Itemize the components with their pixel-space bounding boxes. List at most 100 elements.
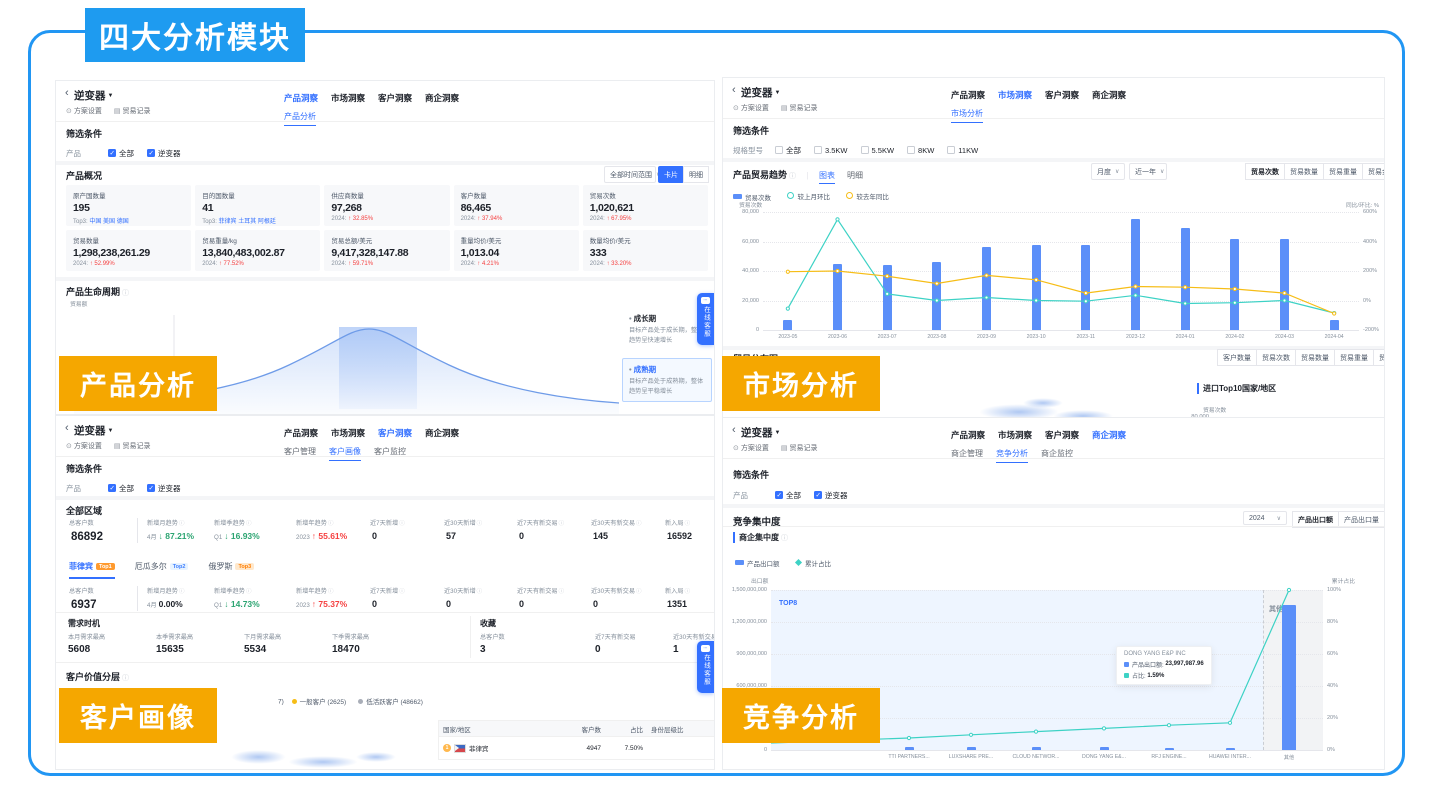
view-link[interactable]: 明细 <box>847 171 863 180</box>
toggle-button[interactable]: 卡片 <box>658 166 684 183</box>
table-header-cell: 身份层级比 <box>651 726 684 734</box>
trade-record-link[interactable]: ▤ 贸易记录 <box>113 443 151 450</box>
x-axis-label: 2023-12 <box>1126 334 1146 340</box>
checkbox[interactable]: 全部 <box>108 483 134 494</box>
checkbox[interactable]: 8KW <box>907 146 934 155</box>
product-selector[interactable]: 逆变器 ▼ <box>74 90 114 102</box>
country-tab[interactable]: 厄瓜多尔 Top2 <box>135 561 189 577</box>
nav-tab[interactable]: 客户洞察 <box>1045 90 1080 100</box>
nav-tab[interactable]: 产品洞察 <box>284 428 319 438</box>
nav-tab[interactable]: 客户洞察 <box>1045 430 1080 440</box>
sub-tab[interactable]: 商企管理 <box>951 449 983 458</box>
toggle-button[interactable]: 贸易重量 <box>1334 349 1374 366</box>
sub-tab[interactable]: 客户管理 <box>284 447 316 456</box>
trade-record-link[interactable]: ▤ 贸易记录 <box>113 108 151 115</box>
lifecycle-stage-card[interactable]: • 成熟期 目标产品处于成熟期，整体趋势呈平稳增长 <box>622 358 712 403</box>
stat-label: 近7天新增 <box>370 586 435 595</box>
back-icon[interactable]: ‹ <box>65 422 69 434</box>
nav-tab[interactable]: 客户洞察 <box>378 93 413 103</box>
product-selector[interactable]: 逆变器 ▼ <box>74 425 114 437</box>
scheme-setting-link[interactable]: ⊙ 方案设置 <box>733 445 769 452</box>
checkbox-box[interactable] <box>108 149 116 157</box>
nav-tab[interactable]: 市场洞察 <box>331 93 366 103</box>
filter-section-title: 筛选条件 <box>733 126 770 136</box>
checkbox[interactable]: 5.5KW <box>860 146 894 155</box>
checkbox-box[interactable] <box>775 491 783 499</box>
year-select[interactable]: 2024 ∨ <box>1243 511 1287 525</box>
nav-tab[interactable]: 商企洞察 <box>1092 90 1127 100</box>
checkbox[interactable]: 逆变器 <box>814 490 848 501</box>
sub-tab[interactable]: 客户监控 <box>374 447 406 456</box>
country-tab[interactable]: 菲律宾 Top1 <box>69 561 115 579</box>
toggle-button[interactable]: 客户数量 <box>1217 349 1257 366</box>
region-section-title: 全部区域 <box>66 506 103 516</box>
back-icon[interactable]: ‹ <box>732 424 736 436</box>
product-selector[interactable]: 逆变器 ▼ <box>741 427 781 439</box>
back-icon[interactable]: ‹ <box>65 87 69 99</box>
toggle-button[interactable]: 产品出口量 <box>1338 511 1384 528</box>
checkbox[interactable]: 全部 <box>775 490 801 501</box>
toggle-button[interactable]: 贸易数量 <box>1295 349 1335 366</box>
online-service-button[interactable]: ··· 在线客服 <box>697 293 714 345</box>
nav-tab[interactable]: 产品洞察 <box>284 93 319 103</box>
checkbox-box[interactable] <box>108 484 116 492</box>
checkbox-box[interactable] <box>814 491 822 499</box>
toggle-button[interactable]: 贸易金额 <box>1362 163 1384 180</box>
sub-tab[interactable]: 竞争分析 <box>996 448 1028 463</box>
checkbox[interactable]: 全部 <box>775 145 801 156</box>
scheme-setting-link[interactable]: ⊙ 方案设置 <box>66 108 102 115</box>
sub-tab[interactable]: 商企监控 <box>1041 449 1073 458</box>
checkbox[interactable]: 11KW <box>947 146 978 155</box>
toggle-button[interactable]: 贸易重量 <box>1323 163 1363 180</box>
toggle-button[interactable]: 贸易次数 <box>1245 163 1285 180</box>
toggle-button[interactable]: 贸易数量 <box>1284 163 1324 180</box>
checkbox-box[interactable] <box>147 484 155 492</box>
checkbox-box[interactable] <box>775 146 783 154</box>
sub-tab[interactable]: 客户画像 <box>329 446 361 461</box>
scheme-setting-link[interactable]: ⊙ 方案设置 <box>66 443 102 450</box>
scheme-setting-link[interactable]: ⊙ 方案设置 <box>733 105 769 112</box>
lifecycle-stage-card[interactable]: • 成长期 目标产品处于成长期，整体趋势呈快速增长 <box>622 307 712 351</box>
trade-bar <box>833 263 842 330</box>
stat-card-prefix: 2024: <box>460 260 476 267</box>
nav-tab[interactable]: 产品洞察 <box>951 430 986 440</box>
online-service-button[interactable]: ··· 在线客服 <box>697 641 714 693</box>
back-icon[interactable]: ‹ <box>732 84 736 96</box>
frequency-select[interactable]: 月度 ∨ <box>1091 163 1125 180</box>
checkbox-box[interactable] <box>814 146 822 154</box>
view-link[interactable]: 图表 <box>819 170 835 184</box>
nav-tab[interactable]: 商企洞察 <box>425 428 460 438</box>
toggle-button[interactable]: 贸易次数 <box>1256 349 1296 366</box>
stat-item: 新增年趋势 2023↑ 55.61% <box>287 518 361 543</box>
country-tab[interactable]: 俄罗斯 Top3 <box>208 561 255 577</box>
nav-tab[interactable]: 客户洞察 <box>378 428 413 438</box>
sub-tab[interactable]: 产品分析 <box>284 111 316 126</box>
product-selector[interactable]: 逆变器 ▼ <box>741 87 781 99</box>
stat-card-extra: ↑ 77.52% <box>218 260 244 267</box>
trade-record-link[interactable]: ▤ 贸易记录 <box>780 445 818 452</box>
sub-tab[interactable]: 市场分析 <box>951 108 983 123</box>
checkbox[interactable]: 逆变器 <box>147 148 181 159</box>
checkbox-box[interactable] <box>907 146 916 154</box>
time-range-select[interactable]: 全部时间范围∨ <box>604 166 660 183</box>
trend-section-title: 产品贸易趋势 <box>733 170 796 180</box>
checkbox-box[interactable] <box>860 146 869 154</box>
checkbox[interactable]: 逆变器 <box>147 483 181 494</box>
nav-tab[interactable]: 产品洞察 <box>951 90 986 100</box>
nav-tab[interactable]: 市场洞察 <box>998 430 1033 440</box>
checkbox[interactable]: 全部 <box>108 148 134 159</box>
x-axis-label: CLOUD NETWOR... <box>1012 754 1060 760</box>
range-select[interactable]: 近一年 ∨ <box>1129 163 1167 180</box>
trade-record-link[interactable]: ▤ 贸易记录 <box>780 105 818 112</box>
nav-tab[interactable]: 商企洞察 <box>1092 430 1127 440</box>
checkbox-box[interactable] <box>147 149 155 157</box>
table-row[interactable]: 1 菲律宾 4947 7.50% <box>438 737 714 760</box>
checkbox[interactable]: 3.5KW <box>814 146 848 155</box>
nav-tab[interactable]: 市场洞察 <box>331 428 366 438</box>
filter-label: 规格型号 <box>733 145 763 155</box>
toggle-button[interactable]: 明细 <box>683 166 709 183</box>
nav-tab[interactable]: 市场洞察 <box>998 90 1033 100</box>
toggle-button[interactable]: 贸易金额 <box>1373 349 1384 366</box>
nav-tab[interactable]: 商企洞察 <box>425 93 460 103</box>
checkbox-box[interactable] <box>947 146 956 154</box>
